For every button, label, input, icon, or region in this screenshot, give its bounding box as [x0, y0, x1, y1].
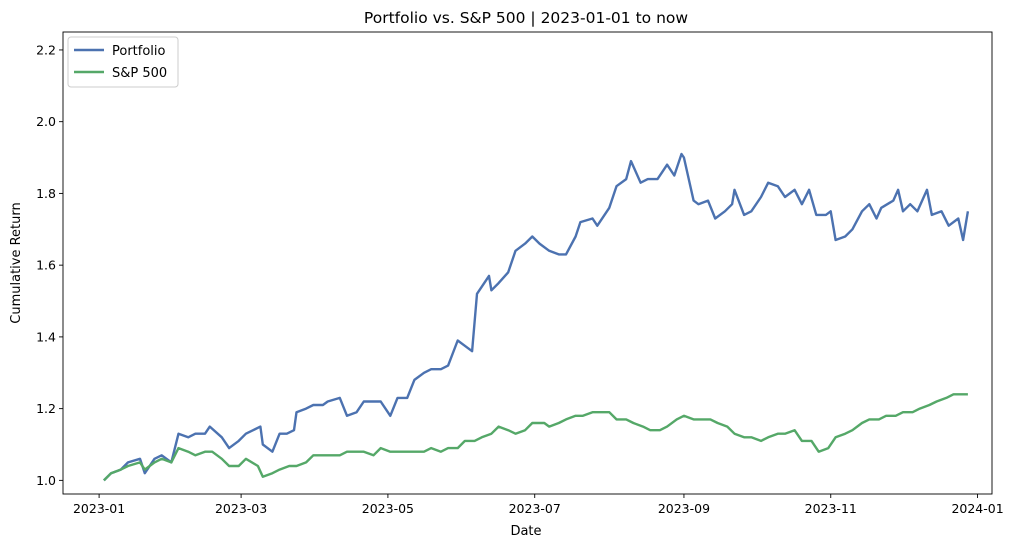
y-tick-label: 1.8 — [36, 186, 56, 201]
series-lines — [103, 152, 970, 482]
y-tick-label: 2.2 — [36, 42, 56, 57]
chart-title: Portfolio vs. S&P 500 | 2023-01-01 to no… — [364, 9, 688, 27]
y-tick-label: 1.0 — [36, 473, 56, 488]
x-tick-label: 2023-11 — [805, 501, 857, 516]
x-tick-label: 2024-01 — [951, 501, 1003, 516]
y-tick-label: 1.6 — [36, 258, 56, 273]
y-axis-label: Cumulative Return — [9, 202, 24, 323]
plot-frame — [62, 31, 993, 495]
y-tick-label: 2.0 — [36, 114, 56, 129]
x-tick-label: 2023-05 — [362, 501, 414, 516]
y-tick-label: 1.4 — [36, 329, 56, 344]
x-tick-label: 2023-01 — [73, 501, 125, 516]
y-tick-label: 1.2 — [36, 401, 56, 416]
series-line-portfolio — [103, 152, 970, 482]
x-tick-label: 2023-09 — [658, 501, 710, 516]
legend: Portfolio S&P 500 — [67, 36, 179, 88]
x-tick-label: 2023-03 — [215, 501, 267, 516]
legend-label-portfolio: Portfolio — [112, 44, 166, 59]
x-axis: 2023-01 2023-03 2023-05 2023-07 2023-09 2023-… — [73, 494, 1004, 516]
x-axis-label: Date — [510, 524, 541, 539]
x-tick-label: 2023-07 — [509, 501, 561, 516]
legend-label-sp500: S&P 500 — [112, 66, 167, 81]
series-line-sp500 — [103, 393, 968, 482]
y-axis: 1.0 1.2 1.4 1.6 1.8 2.0 2.2 — [36, 42, 63, 488]
